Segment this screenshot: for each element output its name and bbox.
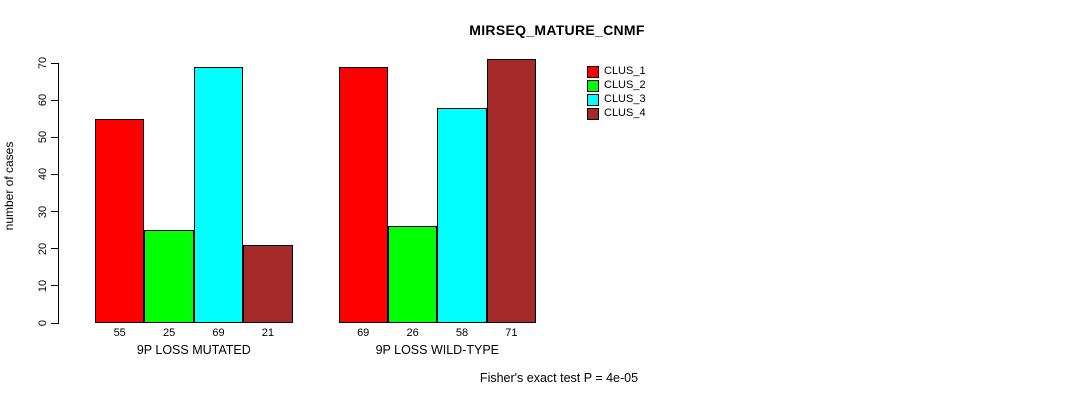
chart-title: MIRSEQ_MATURE_CNMF xyxy=(469,22,645,38)
y-axis-tick xyxy=(51,322,58,324)
bar-clus_1-group2 xyxy=(338,66,388,323)
annotation-fisher-test: Fisher's exact test P = 4e-05 xyxy=(479,371,639,385)
bar-value-label: 26 xyxy=(406,327,419,339)
legend: CLUS_1 CLUS_2 CLUS_3 CLUS_4 xyxy=(587,65,646,120)
y-axis-label: number of cases xyxy=(2,141,16,231)
bar-clus_2-group2 xyxy=(387,226,438,323)
bar-value-label: 58 xyxy=(455,327,469,339)
y-tick-label: 50 xyxy=(37,131,49,144)
legend-label: CLUS_3 xyxy=(604,93,646,105)
legend-swatch-clus_4 xyxy=(587,107,599,120)
y-tick-label: 20 xyxy=(37,242,49,255)
y-axis-tick xyxy=(51,285,58,287)
bar-value-label: 25 xyxy=(162,327,176,339)
x-group-label: 9P LOSS WILD-TYPE xyxy=(375,343,500,357)
bar-clus_4-group2 xyxy=(486,59,537,323)
bar-clus_4-group1 xyxy=(243,245,293,323)
legend-item: CLUS_2 xyxy=(587,79,646,92)
y-axis-tick xyxy=(51,99,58,101)
legend-swatch-clus_1 xyxy=(587,65,599,78)
y-axis-tick xyxy=(51,62,58,64)
y-tick-label: 40 xyxy=(37,168,49,181)
bar-value-label: 71 xyxy=(505,327,518,339)
legend-label: CLUS_4 xyxy=(604,107,646,119)
y-tick-label: 60 xyxy=(37,94,49,107)
legend-label: CLUS_1 xyxy=(604,65,646,77)
bar-value-label: 21 xyxy=(261,327,275,339)
legend-item: CLUS_4 xyxy=(587,107,646,120)
legend-item: CLUS_1 xyxy=(587,65,646,78)
bar-clus_2-group1 xyxy=(144,230,194,323)
legend-swatch-clus_2 xyxy=(587,79,599,92)
y-axis-tick xyxy=(51,136,58,138)
legend-label: CLUS_2 xyxy=(604,79,646,91)
y-axis-tick xyxy=(51,248,58,250)
y-tick-label: 0 xyxy=(37,319,49,327)
x-group-label: 9P LOSS MUTATED xyxy=(136,343,251,357)
bar-clus_3-group2 xyxy=(437,107,487,323)
bar-clus_1-group1 xyxy=(95,118,145,323)
y-tick-label: 10 xyxy=(37,279,49,292)
legend-swatch-clus_3 xyxy=(587,93,599,106)
bar-clus_3-group1 xyxy=(193,66,244,323)
legend-item: CLUS_3 xyxy=(587,93,646,106)
y-axis-line xyxy=(58,63,59,324)
bar-value-label: 55 xyxy=(113,327,126,339)
bar-value-label: 69 xyxy=(212,327,225,339)
y-axis-tick xyxy=(51,211,58,213)
y-tick-label: 70 xyxy=(37,56,49,70)
bar-value-label: 69 xyxy=(357,327,370,339)
y-axis-tick xyxy=(51,173,58,175)
y-tick-label: 30 xyxy=(37,205,49,218)
